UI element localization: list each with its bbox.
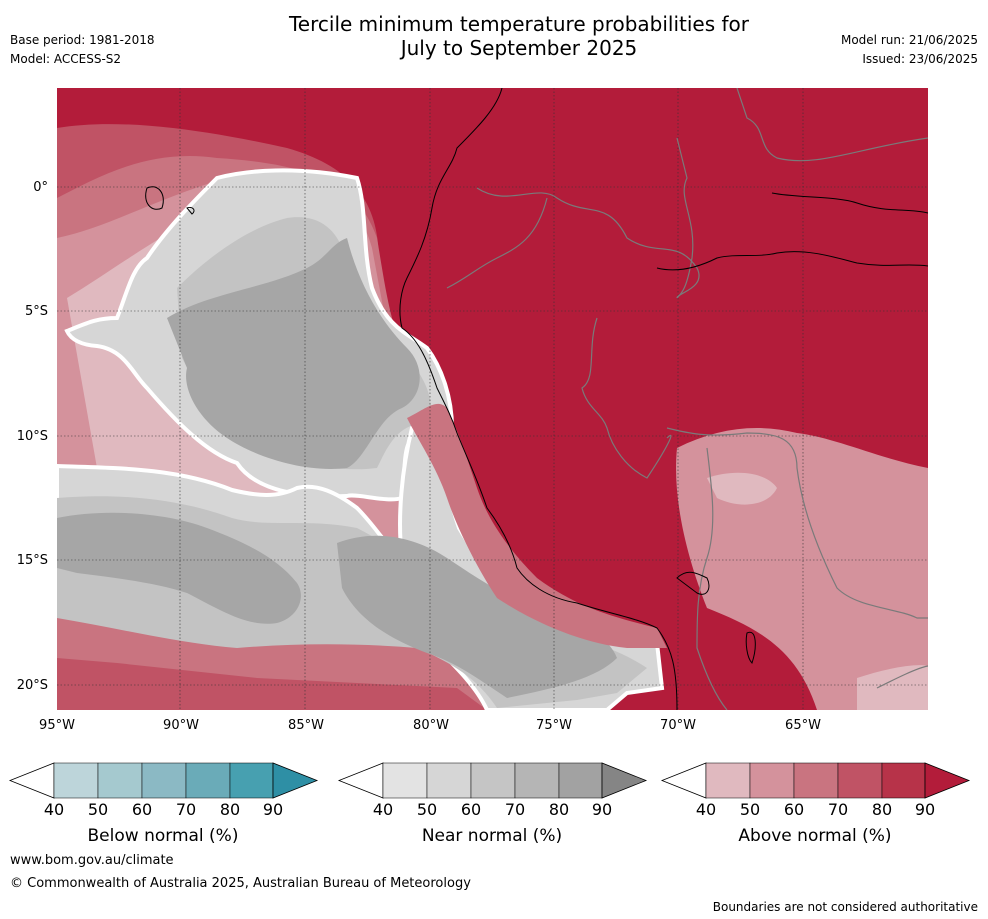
above-underflow bbox=[660, 762, 707, 799]
lon-tick-80w: 80°W bbox=[413, 718, 449, 733]
below-bin-1 bbox=[53, 762, 99, 799]
peru-coast-red-60 bbox=[407, 403, 667, 648]
near-tick-90: 90 bbox=[591, 800, 613, 819]
above-tick-50: 50 bbox=[739, 800, 761, 819]
colorbar-below bbox=[8, 762, 319, 799]
lon-tick-90w: 90°W bbox=[163, 718, 199, 733]
model-name: Model: ACCESS-S2 bbox=[10, 52, 122, 66]
southeast-red-40 bbox=[857, 665, 928, 710]
lon-tick-65w: 65°W bbox=[785, 718, 821, 733]
near-bin-4 bbox=[514, 762, 560, 799]
above-overflow bbox=[924, 762, 971, 799]
below-tick-60: 60 bbox=[131, 800, 153, 819]
lat-tick-20s: 20°S bbox=[16, 678, 48, 693]
near-normal-dark-south-1 bbox=[57, 512, 301, 624]
near-bin-3 bbox=[470, 762, 516, 799]
near-bin-1 bbox=[382, 762, 428, 799]
probability-map bbox=[57, 88, 928, 710]
near-normal-label: Near normal (%) bbox=[421, 826, 563, 846]
lon-tick-70w: 70°W bbox=[660, 718, 696, 733]
below-tick-50: 50 bbox=[87, 800, 109, 819]
colorbars bbox=[8, 762, 971, 799]
above-bin-4 bbox=[837, 762, 883, 799]
above-bin-5 bbox=[881, 762, 926, 799]
lat-tick-0: 0° bbox=[33, 180, 48, 195]
below-bin-4 bbox=[185, 762, 231, 799]
bolivia-red-40 bbox=[707, 472, 777, 505]
near-tick-60: 60 bbox=[460, 800, 482, 819]
lat-tick-10s: 10°S bbox=[16, 429, 48, 444]
lon-tick-95w: 95°W bbox=[39, 718, 75, 733]
above-tick-40: 40 bbox=[695, 800, 717, 819]
near-normal-dark-north bbox=[167, 238, 420, 469]
below-bin-3 bbox=[141, 762, 187, 799]
near-tick-70: 70 bbox=[504, 800, 526, 819]
above-tick-90: 90 bbox=[914, 800, 936, 819]
below-tick-80: 80 bbox=[219, 800, 241, 819]
below-bin-5 bbox=[229, 762, 274, 799]
below-tick-40: 40 bbox=[43, 800, 65, 819]
issued-date: Issued: 23/06/2025 bbox=[862, 52, 978, 66]
below-bin-2 bbox=[97, 762, 143, 799]
gridlines bbox=[57, 88, 928, 710]
website-link[interactable]: www.bom.gov.au/climate bbox=[10, 853, 174, 868]
near-underflow bbox=[337, 762, 384, 799]
lat-tick-15s: 15°S bbox=[16, 553, 48, 568]
below-overflow bbox=[272, 762, 319, 799]
near-overflow bbox=[601, 762, 648, 799]
above-tick-80: 80 bbox=[871, 800, 893, 819]
above-bin-1 bbox=[705, 762, 751, 799]
map-svg bbox=[57, 88, 928, 710]
south-red-band-deep bbox=[57, 658, 487, 710]
map-title: Tercile minimum temperature probabilitie… bbox=[200, 12, 838, 60]
above-tick-60: 60 bbox=[783, 800, 805, 819]
lat-tick-5s: 5°S bbox=[24, 304, 48, 319]
disclaimer: Boundaries are not considered authoritat… bbox=[712, 900, 978, 914]
model-run: Model run: 21/06/2025 bbox=[840, 33, 978, 47]
above-bin-3 bbox=[793, 762, 839, 799]
below-normal-label: Below normal (%) bbox=[87, 826, 239, 846]
near-tick-50: 50 bbox=[416, 800, 438, 819]
above-tick-70: 70 bbox=[827, 800, 849, 819]
below-tick-90: 90 bbox=[262, 800, 284, 819]
near-bin-2 bbox=[426, 762, 472, 799]
near-normal-dark-south-2 bbox=[337, 535, 617, 698]
base-period: Base period: 1981-2018 bbox=[10, 33, 155, 47]
near-tick-80: 80 bbox=[548, 800, 570, 819]
lon-tick-75w: 75°W bbox=[536, 718, 572, 733]
lon-tick-85w: 85°W bbox=[288, 718, 324, 733]
colorbar-near bbox=[337, 762, 648, 799]
colorbar-above bbox=[660, 762, 971, 799]
near-bin-5 bbox=[558, 762, 603, 799]
above-bin-2 bbox=[749, 762, 795, 799]
title-line-1: Tercile minimum temperature probabilitie… bbox=[288, 12, 750, 36]
near-tick-40: 40 bbox=[372, 800, 394, 819]
title-line-2: July to September 2025 bbox=[400, 36, 638, 60]
copyright: © Commonwealth of Australia 2025, Austra… bbox=[10, 876, 471, 891]
below-underflow bbox=[8, 762, 55, 799]
above-normal-label: Above normal (%) bbox=[738, 826, 892, 846]
below-tick-70: 70 bbox=[175, 800, 197, 819]
coastline bbox=[145, 88, 928, 710]
